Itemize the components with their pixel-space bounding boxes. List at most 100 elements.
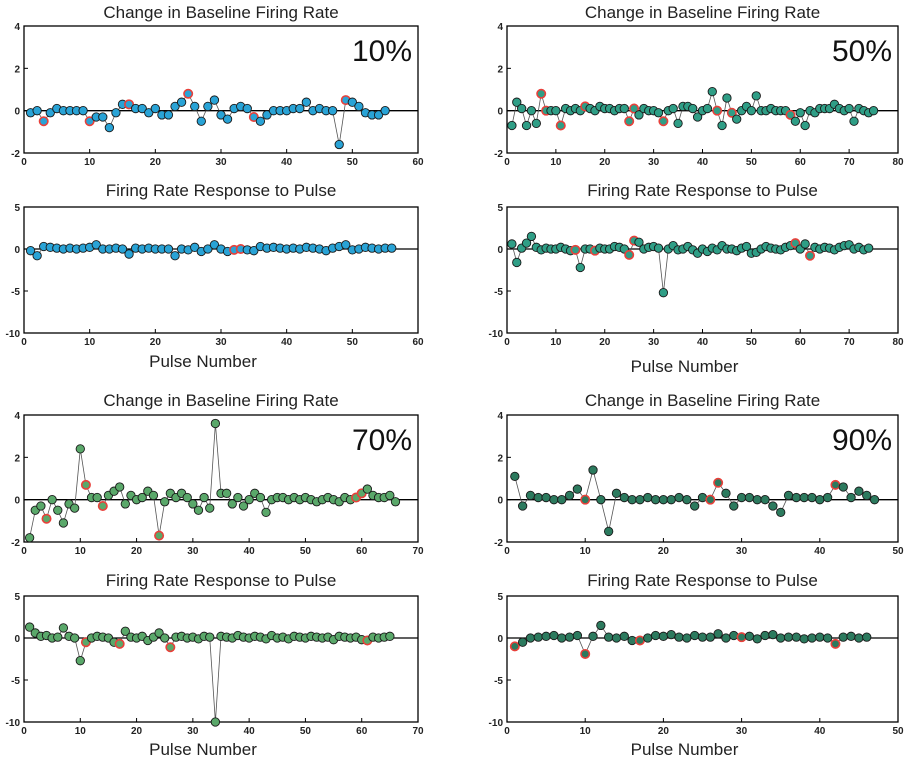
data-point [301,97,312,107]
x-tick-label: 0 [504,546,510,557]
x-tick-label: 70 [412,726,424,737]
data-point [732,114,742,124]
data-point [170,101,180,112]
data-point [512,257,522,268]
data-point [190,101,200,112]
data-point [619,492,629,503]
data-point [611,488,622,498]
data-point [526,231,537,242]
data-point-highlighted [38,116,49,127]
data-point [790,116,801,126]
data-point [45,108,55,118]
x-tick-label: 50 [746,157,758,168]
data-point [193,505,204,515]
data-point [144,108,154,118]
data-point [47,495,57,505]
data-point [249,246,259,256]
data-point [163,110,174,120]
data-point [864,243,874,253]
x-tick-label: 10 [550,337,562,348]
y-tick-label: 0 [497,496,503,507]
data-point-highlighted [624,249,635,260]
data-point [643,492,653,503]
x-tick-label: 20 [131,546,143,557]
panel-title: Change in Baseline Firing Rate [585,391,820,410]
data-point [776,507,786,518]
panel-title: Firing Rate Response to Pulse [106,181,337,200]
data-point-highlighted [785,109,796,120]
data-point [517,103,527,114]
data-point [791,632,801,642]
data-point-highlighted [114,638,125,649]
data-point [729,501,739,511]
data-point [619,631,629,641]
data-point [341,240,351,250]
x-tick-label: 40 [697,337,709,348]
data-point [242,103,252,114]
data-point [705,632,715,642]
data-point [373,110,384,120]
y-tick-label: -2 [494,538,503,549]
data-point [203,101,213,112]
data-point [222,114,233,124]
x-tick-label: 30 [736,726,748,737]
plot-frame [23,414,419,543]
data-point-highlighted [183,88,194,99]
data-point [799,492,809,503]
x-tick-label: 0 [504,157,510,168]
x-tick-label: 50 [746,337,758,348]
panel-title: Firing Rate Response to Pulse [106,571,337,590]
data-point [822,492,833,503]
data-point [658,631,669,641]
data-point [238,501,249,511]
data-point-highlighted [790,238,801,249]
data-point [160,497,170,507]
data-point [575,262,585,273]
data-point [58,623,69,633]
x-tick-label: 10 [84,337,96,348]
data-point [800,239,810,249]
x-tick-label: 10 [580,546,592,557]
data-point [868,106,879,116]
data-point [53,505,63,515]
data-point [776,633,786,643]
y-tick-label: 0 [497,634,503,645]
x-tick-label: 40 [281,337,293,348]
plot-frame [23,595,419,723]
data-point-highlighted [97,501,108,512]
data-point [32,106,42,116]
x-tick-label: 70 [844,337,856,348]
y-tick-label: -10 [489,718,504,729]
panel-title: Firing Rate Response to Pulse [587,571,818,590]
y-tick-label: -10 [489,329,504,340]
data-point [124,249,134,259]
data-point [385,631,395,641]
data-point [846,631,856,641]
y-tick-label: 4 [497,22,503,33]
x-tick-label: 0 [504,337,510,348]
data-point-highlighted [830,479,841,490]
data-point-highlighted [536,88,547,99]
data-point [744,631,755,641]
data-point [120,626,130,636]
data-point [862,490,872,501]
data-point [255,492,266,503]
y-tick-label: 2 [14,64,20,75]
percent-annotation: 90% [832,424,892,457]
data-point [846,492,856,503]
data-point [838,482,848,492]
data-point [327,106,338,116]
data-point [380,106,390,116]
data-point [862,632,872,642]
x-tick-label: 50 [300,726,312,737]
y-tick-label: 5 [14,203,20,214]
data-point [354,101,364,112]
y-tick-label: -5 [11,287,20,298]
data-point [233,492,243,503]
x-tick-label: 70 [844,157,856,168]
data-point [729,630,739,641]
data-point [525,633,536,643]
data-point [70,503,80,513]
